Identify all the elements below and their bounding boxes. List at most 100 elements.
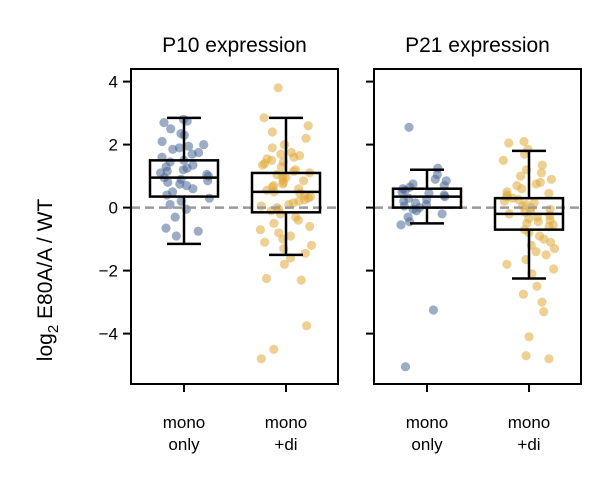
data-point [289, 166, 299, 176]
data-point [171, 231, 181, 241]
panel-frame [373, 68, 582, 385]
data-point [275, 209, 286, 219]
data-point [199, 140, 209, 150]
data-point [256, 354, 266, 364]
data-point [536, 168, 547, 178]
data-point [269, 218, 279, 228]
data-point [306, 240, 317, 250]
data-point [285, 231, 296, 241]
data-point [531, 179, 541, 189]
data-point [546, 174, 557, 184]
data-point [188, 184, 198, 194]
y-tick-label: 0 [109, 199, 118, 218]
data-point [256, 201, 266, 211]
data-point [504, 138, 514, 148]
data-point [276, 149, 286, 159]
data-point [187, 149, 197, 159]
data-point [524, 332, 534, 342]
data-point [428, 305, 438, 315]
data-point [260, 237, 270, 247]
data-point [296, 275, 306, 285]
data-point [299, 176, 309, 186]
data-point [162, 190, 172, 200]
data-point [305, 221, 315, 232]
data-point [521, 351, 531, 361]
box-iqr [391, 187, 463, 209]
data-point [170, 212, 180, 222]
data-point [302, 321, 312, 331]
data-point [157, 136, 167, 147]
data-point [166, 124, 176, 134]
data-point [193, 226, 203, 236]
data-point [269, 344, 279, 354]
data-point [163, 177, 173, 187]
data-point [430, 174, 440, 184]
data-point [261, 273, 272, 284]
data-point [279, 140, 290, 150]
panel-p10: P10 expression 4 2 0 −2 −4 mono only mono +di [99, 34, 339, 454]
data-point [300, 248, 310, 258]
y-tick-label: 4 [109, 73, 118, 92]
data-point [276, 162, 286, 172]
panel-title: P21 expression [405, 34, 550, 57]
data-point [533, 217, 543, 227]
data-point [184, 141, 194, 151]
data-point [404, 122, 414, 132]
y-axis-label-prefix: log [34, 333, 57, 361]
data-point [257, 160, 268, 170]
x-tick-label-line2: +di [274, 435, 297, 454]
data-point [396, 220, 406, 230]
data-point [437, 209, 447, 219]
y-tick-label: 2 [109, 136, 118, 155]
panel-frame [130, 68, 339, 385]
y-axis-label-subscript: 2 [45, 325, 62, 333]
data-point [161, 223, 171, 233]
data-point [399, 201, 409, 211]
data-point [159, 118, 169, 128]
data-point [400, 362, 411, 372]
data-point [259, 113, 269, 123]
data-point [168, 144, 178, 154]
data-point [273, 83, 283, 93]
panel-title: P10 expression [162, 34, 307, 57]
data-point [549, 244, 560, 254]
data-point [498, 155, 508, 165]
data-point [537, 160, 547, 170]
x-tick-label-line2: only [411, 435, 443, 454]
data-point [517, 184, 527, 194]
data-point [303, 121, 313, 131]
data-point [204, 193, 214, 203]
x-tick-label-line1: mono [406, 413, 449, 432]
data-point [301, 133, 311, 143]
data-point [267, 155, 277, 165]
y-axis-label-suffix: E80A/A / WT [34, 199, 57, 325]
x-tick-label-line2: +di [517, 435, 540, 454]
data-point [541, 250, 551, 260]
data-point [539, 307, 549, 317]
data-point [289, 152, 299, 162]
data-point [519, 136, 529, 147]
y-tick-label: −2 [99, 262, 118, 281]
data-point [279, 259, 289, 269]
data-point [405, 217, 415, 227]
x-tick-label-line1: mono [508, 413, 551, 432]
data-point [293, 215, 303, 225]
y-tick-label: −4 [99, 325, 118, 344]
data-point [531, 247, 541, 257]
data-point [267, 143, 277, 153]
panel-p21: P21 expression mono only mono +di [366, 34, 582, 454]
data-point [278, 179, 288, 189]
data-point [255, 225, 265, 235]
data-point [267, 127, 277, 137]
y-axis-label: log2 E80A/A / WT [34, 199, 62, 362]
data-point [537, 297, 547, 307]
x-tick-label-line2: only [168, 435, 200, 454]
data-point [544, 354, 554, 364]
data-point [502, 259, 512, 269]
data-point [544, 188, 554, 198]
data-point [178, 165, 188, 175]
data-point [518, 289, 529, 299]
data-point [549, 264, 559, 274]
data-point [516, 171, 526, 181]
